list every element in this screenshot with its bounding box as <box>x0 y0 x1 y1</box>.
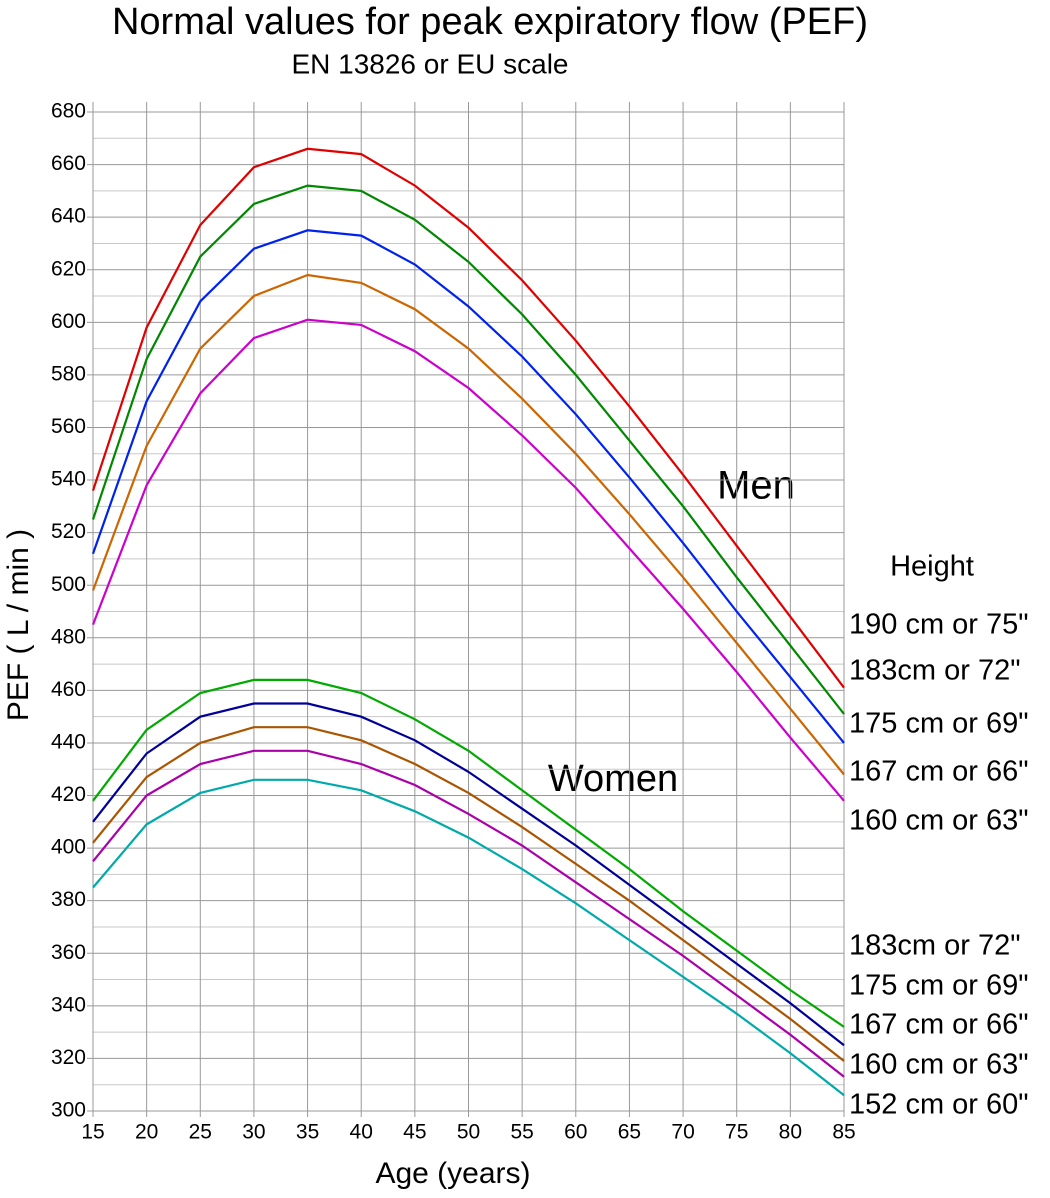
y-tick-label: 680 <box>51 100 86 123</box>
y-tick-label: 340 <box>51 993 86 1016</box>
legend-label: 167 cm or 66" <box>849 756 1029 788</box>
y-tick-label: 560 <box>51 415 86 438</box>
y-tick-label: 480 <box>51 625 86 648</box>
legend-title: Height <box>890 551 974 583</box>
legend-label: 167 cm or 66" <box>849 1009 1029 1041</box>
series-line <box>91 273 845 776</box>
series-line <box>92 678 845 1028</box>
x-tick-label: 35 <box>296 1121 319 1144</box>
y-tick-label: 540 <box>51 468 86 491</box>
legend-label: 183cm or 72" <box>849 930 1021 962</box>
legend-label: 190 cm or 75" <box>849 609 1029 641</box>
y-tick-label: 380 <box>51 888 86 911</box>
y-tick-label: 660 <box>51 152 86 175</box>
chart-title: Normal values for peak expiratory flow (… <box>112 1 868 43</box>
y-tick-label: 420 <box>51 783 86 806</box>
y-tick-label: 500 <box>51 573 86 596</box>
chart-subtitle: EN 13826 or EU scale <box>291 48 568 79</box>
y-tick-label: 600 <box>51 310 86 333</box>
x-tick-label: 25 <box>189 1121 212 1144</box>
annotation: Men <box>717 464 795 508</box>
x-tick-label: 60 <box>564 1121 587 1144</box>
y-tick-label: 320 <box>51 1046 86 1069</box>
y-tick-label: 400 <box>51 836 86 859</box>
x-tick-label: 50 <box>457 1121 480 1144</box>
x-tick-label: 45 <box>403 1121 426 1144</box>
y-tick-label: 360 <box>51 941 86 964</box>
series-line <box>92 726 845 1062</box>
x-tick-label: 30 <box>242 1121 265 1144</box>
legend-label: 152 cm or 60" <box>849 1089 1029 1121</box>
x-tick-label: 20 <box>135 1121 158 1144</box>
legend-label: 175 cm or 69" <box>849 708 1029 740</box>
legend-label: 160 cm or 63" <box>849 1049 1029 1081</box>
legend-label: 175 cm or 69" <box>849 970 1029 1002</box>
x-tick-label: 15 <box>81 1121 104 1144</box>
y-tick-label: 520 <box>51 520 86 543</box>
series-line <box>91 147 845 689</box>
x-tick-label: 55 <box>510 1121 533 1144</box>
legend-label: 183cm or 72" <box>849 655 1021 687</box>
x-axis-label: Age (years) <box>375 1157 530 1190</box>
annotation: Women <box>548 758 678 800</box>
series-line <box>92 702 845 1047</box>
series-line <box>92 749 845 1078</box>
y-tick-label: 620 <box>51 257 86 280</box>
legend-label: 160 cm or 63" <box>849 805 1029 837</box>
y-tick-label: 640 <box>51 205 86 228</box>
y-tick-label: 460 <box>51 678 86 701</box>
x-tick-label: 65 <box>618 1121 641 1144</box>
y-tick-label: 440 <box>51 730 86 753</box>
x-tick-label: 75 <box>725 1121 748 1144</box>
x-tick-label: 80 <box>779 1121 802 1144</box>
series-line <box>91 229 845 744</box>
y-tick-label: 300 <box>51 1099 86 1122</box>
series-line <box>91 318 845 802</box>
x-tick-label: 85 <box>832 1121 855 1144</box>
y-tick-label: 580 <box>51 362 86 385</box>
y-axis-label: PEF ( L / min ) <box>2 529 35 721</box>
series-line <box>91 184 845 715</box>
series-line <box>92 778 845 1097</box>
x-tick-label: 70 <box>671 1121 694 1144</box>
x-tick-label: 40 <box>350 1121 373 1144</box>
